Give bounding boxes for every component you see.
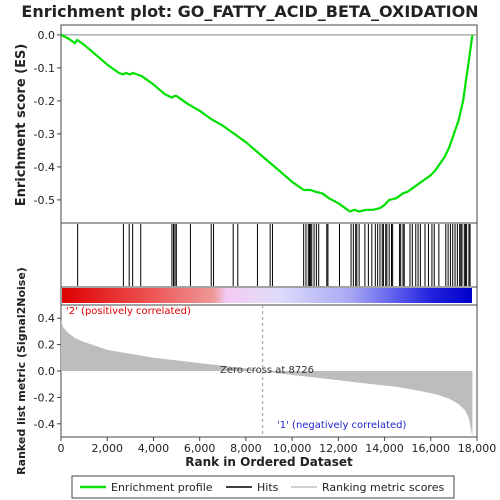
x-tick-label: 18,000 — [458, 442, 497, 455]
x-tick-label: 0 — [58, 442, 65, 455]
legend: Enrichment profile Hits Ranking metric s… — [72, 476, 454, 498]
es-frame — [61, 25, 477, 223]
x-tick-label: 14,000 — [365, 442, 404, 455]
metric-tick-label: 0.2 — [38, 339, 56, 352]
metric-y-axis-label: Ranked list metric (Signal2Noise) — [15, 267, 28, 475]
ranking-metric-panel: 0.4 0.2 0.0 -0.2 -0.4 '2' (positively correl… — [34, 305, 477, 437]
rank-gradient — [62, 288, 472, 303]
x-tick-label: 8,000 — [230, 442, 262, 455]
metric-tick-label: 0.4 — [38, 312, 56, 325]
x-tick-label: 2,000 — [91, 442, 123, 455]
es-tick-label: -0.1 — [34, 62, 55, 75]
es-tick-label: -0.4 — [34, 161, 55, 174]
es-tick-label: -0.2 — [34, 95, 55, 108]
es-y-ticks: 0.0 -0.1 -0.2 -0.3 -0.4 -0.5 — [34, 29, 61, 207]
legend-hits-label: Hits — [257, 481, 279, 494]
enrichment-score-panel: 0.0 -0.1 -0.2 -0.3 -0.4 -0.5 — [34, 25, 477, 223]
hits-panel — [61, 223, 477, 287]
rank-color-bar — [61, 287, 477, 305]
es-y-axis-label: Enrichment score (ES) — [14, 44, 29, 207]
es-tick-label: -0.5 — [34, 194, 55, 207]
metric-tick-label: -0.4 — [34, 418, 55, 431]
x-tick-label: 10,000 — [273, 442, 312, 455]
x-tick-label: 4,000 — [138, 442, 170, 455]
x-axis-label: Rank in Ordered Dataset — [185, 455, 353, 469]
chart-title: Enrichment plot: GO_FATTY_ACID_BETA_OXID… — [21, 2, 478, 21]
legend-enrichment-label: Enrichment profile — [111, 481, 213, 494]
x-tick-label: 16,000 — [412, 442, 451, 455]
zero-cross-label: Zero cross at 8726 — [220, 365, 314, 376]
metric-y-ticks: 0.4 0.2 0.0 -0.2 -0.4 — [34, 312, 61, 431]
x-tick-label: 6,000 — [184, 442, 216, 455]
metric-tick-label: 0.0 — [38, 365, 56, 378]
es-tick-label: -0.3 — [34, 128, 55, 141]
x-tick-label: 12,000 — [319, 442, 358, 455]
negative-label: '1' (negatively correlated) — [277, 420, 406, 431]
x-axis-ticks: 0 2,000 4,000 6,000 8,000 10,000 12,000 14,000 1… — [58, 437, 497, 455]
metric-tick-label: -0.2 — [34, 391, 55, 404]
positive-label: '2' (positively correlated) — [66, 306, 191, 317]
legend-metric-label: Ranking metric scores — [322, 481, 444, 494]
es-tick-label: 0.0 — [38, 29, 56, 42]
